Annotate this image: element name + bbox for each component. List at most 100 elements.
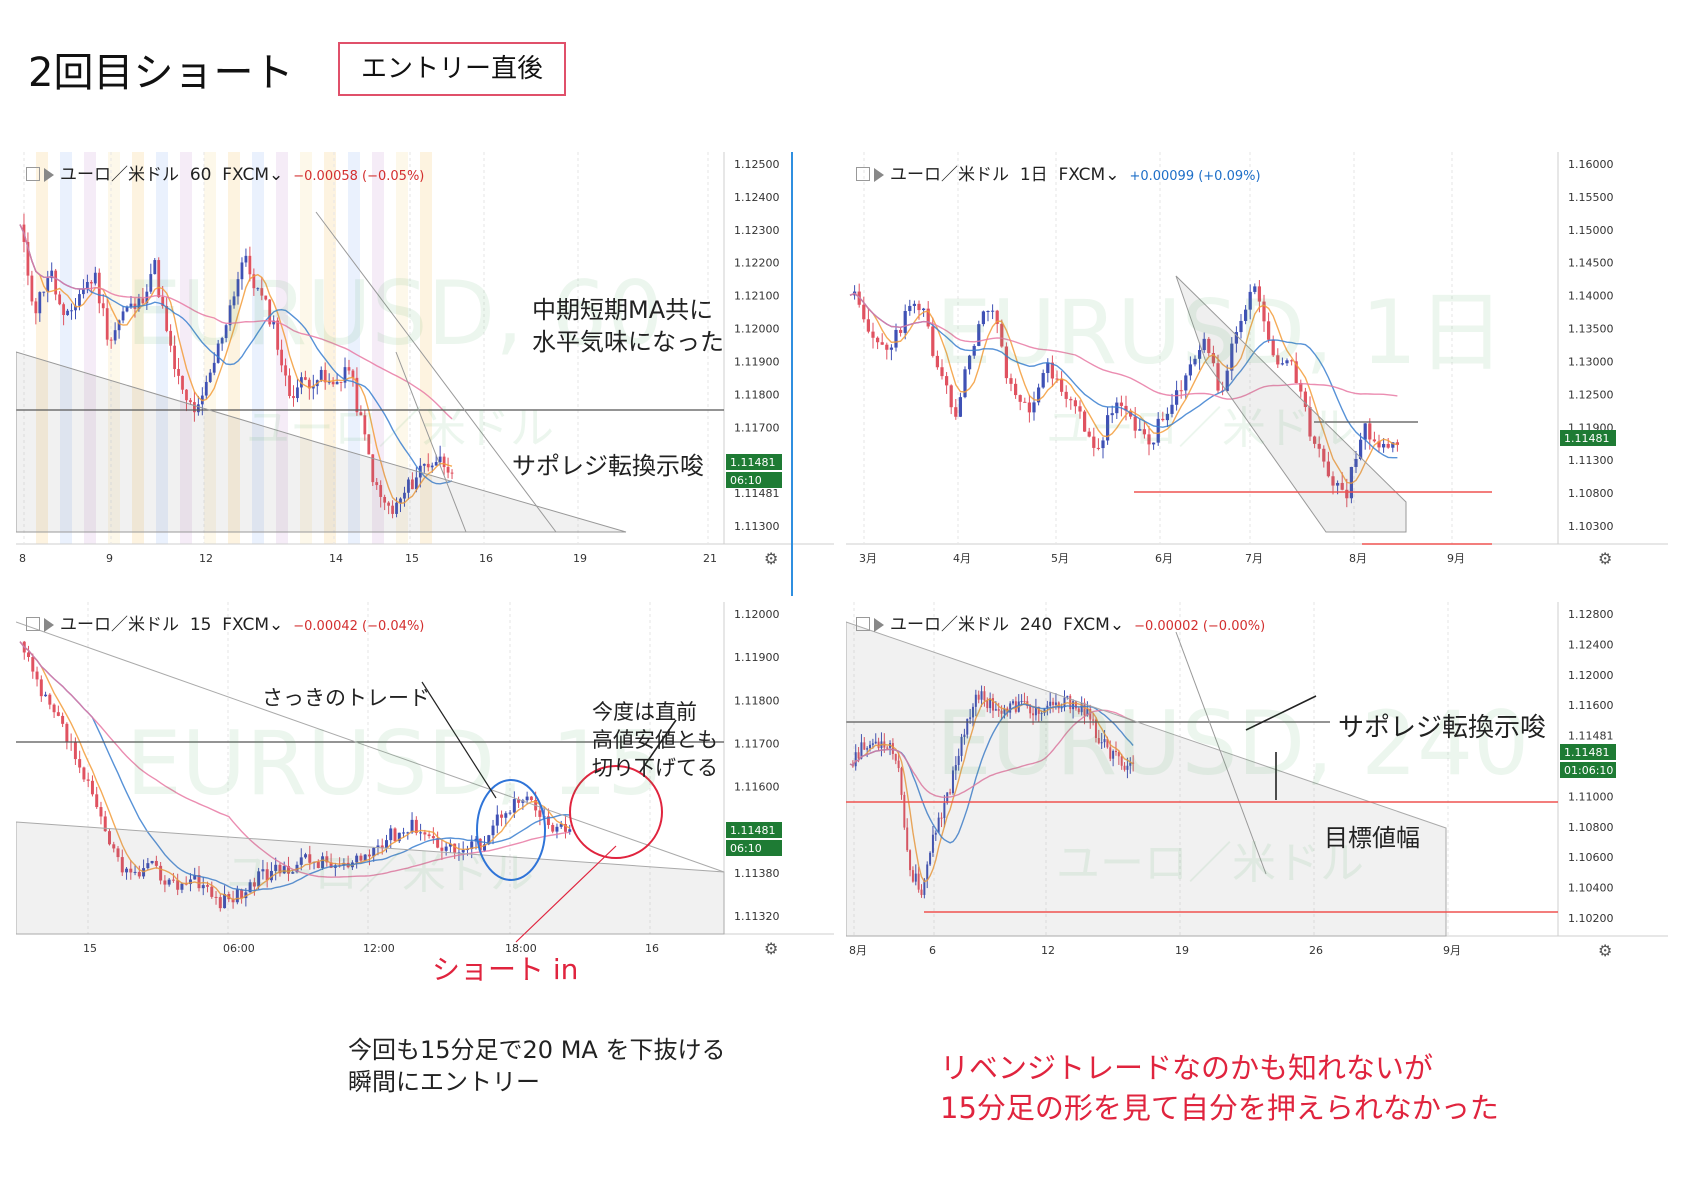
y-tick-label: 1.12400 xyxy=(1568,638,1614,651)
x-tick-label: 8 xyxy=(19,552,26,565)
y-tick-label: 1.10200 xyxy=(1568,912,1614,925)
price-badge xyxy=(726,454,782,470)
candle xyxy=(943,802,946,819)
candle xyxy=(1207,338,1211,354)
candle xyxy=(335,381,339,385)
candle xyxy=(385,840,388,849)
candle xyxy=(38,292,42,314)
candle xyxy=(1188,364,1193,376)
candle xyxy=(154,860,158,866)
session-band xyxy=(84,152,96,544)
y-tick-label: 1.12100 xyxy=(734,290,780,303)
candle xyxy=(1049,701,1052,706)
session-band xyxy=(60,152,72,544)
chart-h1-tf[interactable]: 60 xyxy=(189,165,212,185)
y-tick-label: 1.11700 xyxy=(734,421,780,434)
pointer-arrow xyxy=(639,719,677,773)
candle xyxy=(912,303,917,306)
price-badge-label: 1.11481 xyxy=(730,824,776,837)
channel-shape xyxy=(16,821,725,935)
candle xyxy=(931,326,935,356)
candle xyxy=(218,897,222,909)
candle xyxy=(1086,708,1089,716)
chart-m15[interactable]: 1.120001.119001.118001.117001.116001.115… xyxy=(16,602,834,1036)
chevron-down-icon[interactable]: ⌄ xyxy=(269,615,284,635)
candle xyxy=(308,854,312,863)
chart-h4-tf[interactable]: 240 xyxy=(1019,615,1053,635)
candle xyxy=(121,311,125,321)
candle xyxy=(1299,382,1303,392)
candle xyxy=(292,396,295,399)
candle xyxy=(371,454,375,483)
candle xyxy=(1097,737,1100,744)
candle xyxy=(410,819,414,833)
candle xyxy=(351,370,355,378)
candle xyxy=(109,339,113,341)
y-tick-label: 1.10600 xyxy=(1568,851,1614,864)
candle xyxy=(44,694,48,697)
candle xyxy=(1092,719,1095,721)
candle xyxy=(1147,434,1151,445)
candle xyxy=(949,792,952,794)
chart-d1-tf[interactable]: 1日 xyxy=(1019,165,1048,185)
candle xyxy=(940,817,943,819)
annotation-prev-trade: さっきのトレード xyxy=(262,686,430,710)
candle xyxy=(877,741,880,749)
chart-m15-tf[interactable]: 15 xyxy=(189,615,212,635)
candle xyxy=(355,855,359,863)
candle xyxy=(1082,411,1087,432)
y-tick-label: 1.12500 xyxy=(1568,388,1614,401)
candle xyxy=(1080,702,1083,713)
chart-h1-src: FXCM xyxy=(222,165,269,185)
candle xyxy=(359,855,363,861)
session-band xyxy=(156,152,168,544)
session-band xyxy=(36,152,48,544)
candle xyxy=(438,456,442,463)
expand-icon[interactable] xyxy=(26,617,40,631)
candle xyxy=(30,275,34,302)
candle xyxy=(286,866,290,874)
flag-icon xyxy=(44,618,54,632)
candle xyxy=(284,365,287,376)
chevron-down-icon[interactable]: ⌄ xyxy=(1105,165,1120,185)
y-tick-label: 1.10300 xyxy=(1568,520,1614,533)
candle xyxy=(153,260,157,275)
candle xyxy=(1280,363,1285,365)
candle xyxy=(103,816,107,832)
candle xyxy=(1012,701,1015,704)
candle xyxy=(65,723,69,742)
candle xyxy=(1308,407,1312,437)
chart-h1[interactable]: 1.12500 1.12400 1.12300 1.12200 1.12100 1.120… xyxy=(16,152,834,596)
chart-d1[interactable]: 1.16000 1.15500 1.15000 1.14500 1.14000 1.135… xyxy=(846,152,1668,596)
candle xyxy=(1032,402,1036,413)
candle xyxy=(58,294,62,305)
candle xyxy=(1036,387,1041,403)
candle xyxy=(1345,489,1349,499)
expand-icon[interactable] xyxy=(856,167,870,181)
expand-icon[interactable] xyxy=(856,617,870,631)
candle xyxy=(1064,391,1068,399)
x-tick-label: 9月 xyxy=(1443,944,1461,957)
candle xyxy=(920,889,923,895)
expand-icon[interactable] xyxy=(26,167,40,181)
session-band xyxy=(204,152,216,544)
candle xyxy=(161,296,165,307)
candle xyxy=(347,367,351,371)
candle xyxy=(197,875,201,889)
chevron-down-icon[interactable]: ⌄ xyxy=(269,165,284,185)
candle xyxy=(177,369,180,376)
candle xyxy=(1289,360,1294,362)
candle xyxy=(1046,705,1049,709)
y-tick-label: 1.10800 xyxy=(1568,821,1614,834)
candle xyxy=(1041,373,1045,388)
candle xyxy=(1126,765,1129,770)
candle xyxy=(1105,415,1110,441)
candle xyxy=(894,329,898,348)
candle xyxy=(260,288,264,296)
candle xyxy=(146,863,150,869)
chevron-down-icon[interactable]: ⌄ xyxy=(1109,615,1125,635)
y-tick-label: 1.12300 xyxy=(734,224,780,237)
chart-h4[interactable]: 1.128001.124001.120001.116001.114811.112… xyxy=(846,602,1668,1036)
candle xyxy=(1285,360,1289,364)
candle xyxy=(1009,378,1013,384)
